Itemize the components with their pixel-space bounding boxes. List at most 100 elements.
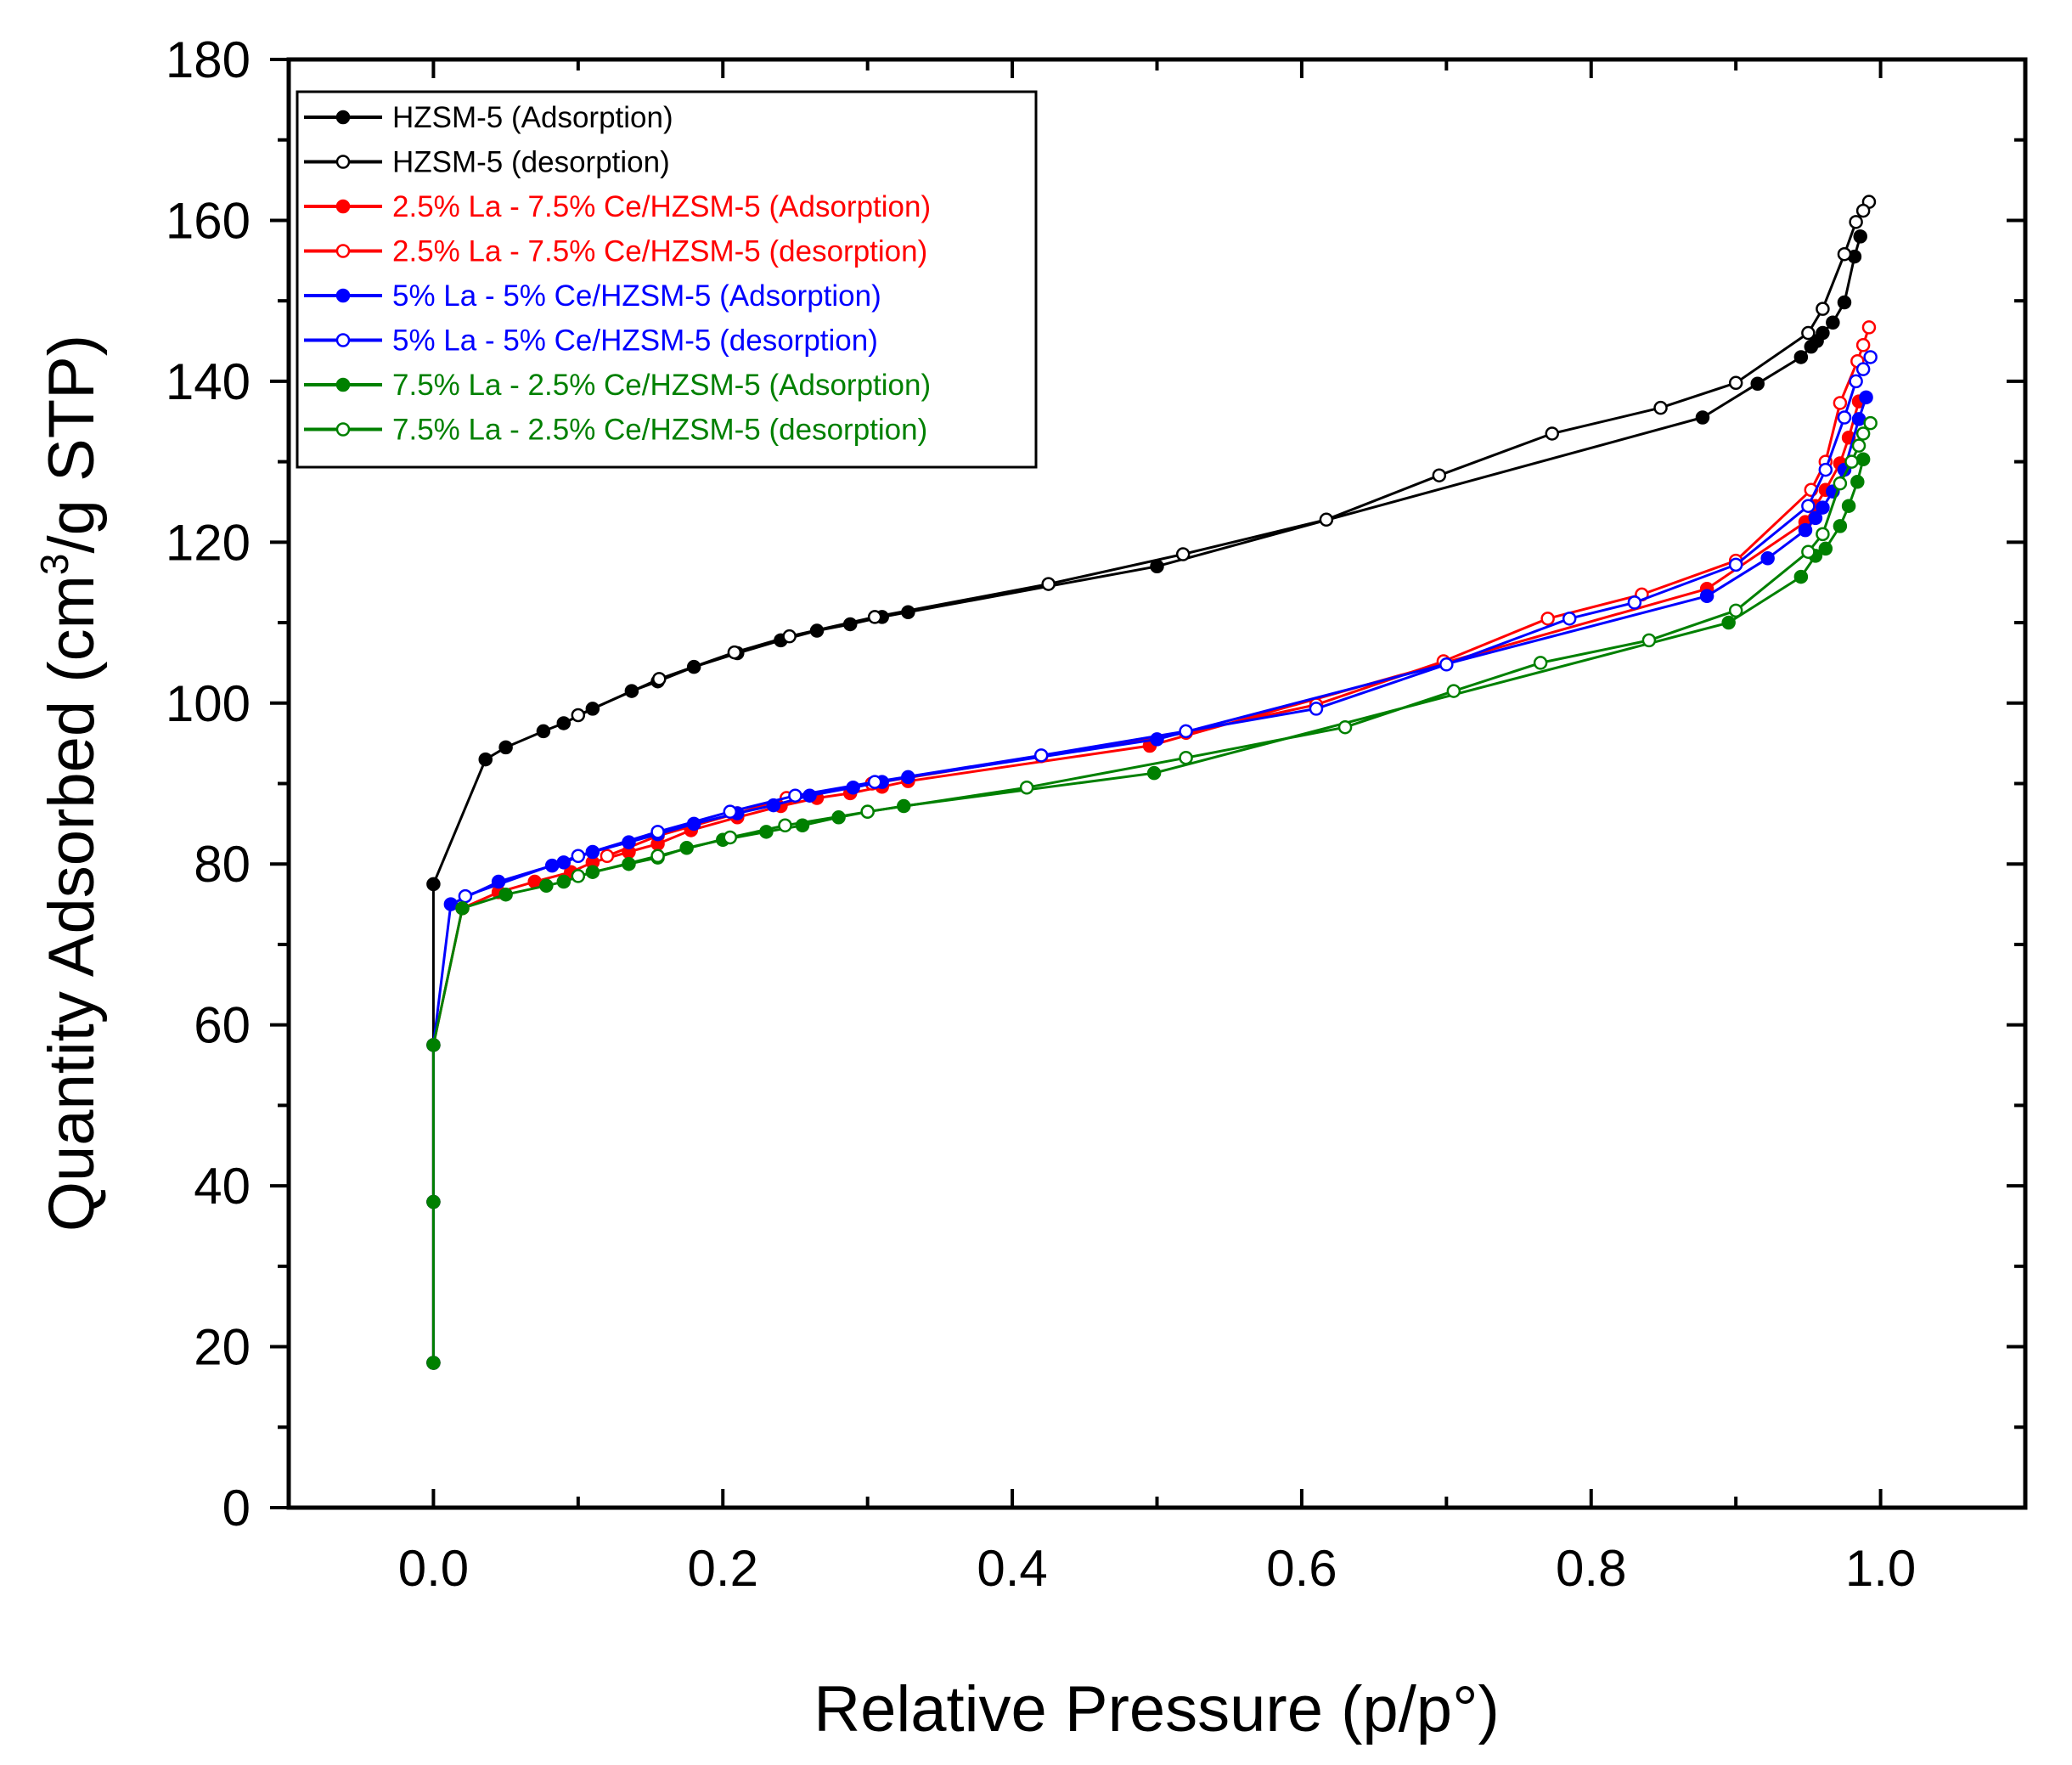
y-tick-label: 60	[194, 997, 251, 1054]
data-point	[778, 818, 792, 833]
data-point	[556, 716, 571, 730]
y-tick-label: 80	[194, 836, 251, 893]
data-point	[1750, 376, 1765, 391]
series-5	[458, 350, 1878, 904]
data-point	[1175, 547, 1191, 561]
data-point	[1337, 719, 1353, 735]
data-point	[1816, 527, 1830, 542]
x-tick-label: 1.0	[1845, 1540, 1916, 1597]
data-point	[1859, 390, 1873, 405]
data-point	[1019, 780, 1034, 795]
legend: HZSM-5 (Adsorption) HZSM-5 (desorption) 2.…	[296, 90, 1038, 469]
legend-label: 5% La - 5% Ce/HZSM-5 (Adsorption)	[392, 279, 881, 313]
data-point	[1808, 510, 1823, 526]
data-point	[1855, 338, 1871, 352]
legend-entry: HZSM-5 (desorption)	[304, 146, 670, 179]
legend-label: HZSM-5 (Adsorption)	[392, 101, 673, 134]
data-point	[1801, 544, 1816, 559]
data-point	[556, 874, 571, 889]
data-point	[571, 869, 586, 883]
data-point	[1653, 400, 1668, 415]
legend-entry: 7.5% La - 2.5% Ce/HZSM-5 (Adsorption)	[304, 369, 931, 402]
data-point	[1793, 350, 1809, 364]
data-point	[727, 645, 742, 660]
data-point	[1849, 215, 1863, 229]
series-2	[426, 394, 1866, 1370]
data-point	[1816, 500, 1830, 515]
data-point	[1728, 375, 1743, 391]
data-point	[1793, 569, 1809, 584]
data-point	[1850, 475, 1865, 489]
series-7	[571, 415, 1878, 883]
data-point	[1837, 410, 1852, 425]
data-point	[1179, 750, 1193, 765]
data-point	[1439, 657, 1454, 672]
data-point	[1855, 452, 1871, 467]
legend-entry: 5% La - 5% Ce/HZSM-5 (Adsorption)	[304, 279, 881, 313]
data-point	[1627, 595, 1642, 610]
legend-label: 7.5% La - 2.5% Ce/HZSM-5 (Adsorption)	[392, 369, 931, 402]
data-point	[1446, 684, 1461, 698]
data-point	[1728, 603, 1743, 618]
data-point	[1695, 410, 1710, 425]
data-point	[860, 804, 875, 819]
data-point	[443, 897, 459, 911]
data-point	[426, 877, 441, 892]
data-point	[1818, 462, 1833, 477]
data-point	[1855, 203, 1871, 218]
data-point	[1851, 438, 1866, 453]
data-point	[867, 610, 882, 624]
y-axis-title-main: Quantity Adsorbed (cm	[36, 575, 108, 1232]
data-point	[426, 1038, 441, 1052]
data-point	[600, 849, 615, 863]
data-point	[478, 752, 493, 767]
data-point	[867, 775, 882, 789]
data-point	[1855, 362, 1871, 376]
legend-marker	[335, 333, 351, 347]
legend-marker	[335, 244, 351, 258]
x-tick-label: 0.2	[688, 1540, 758, 1597]
series-1	[571, 195, 1877, 723]
data-point	[426, 1194, 441, 1210]
legend-label: HZSM-5 (desorption)	[392, 146, 670, 179]
data-point	[1826, 315, 1840, 330]
legend-marker	[335, 422, 351, 437]
data-point	[1721, 615, 1736, 630]
data-point	[458, 888, 473, 904]
data-point	[1818, 541, 1833, 556]
y-tick-label: 0	[222, 1480, 251, 1537]
legend-label: 7.5% La - 2.5% Ce/HZSM-5 (desorption)	[392, 414, 927, 447]
legend-entry: HZSM-5 (Adsorption)	[304, 101, 673, 134]
data-point	[782, 629, 797, 644]
legend-marker	[335, 110, 351, 125]
data-point	[455, 901, 470, 916]
data-point	[723, 804, 738, 819]
data-point	[1041, 577, 1056, 591]
data-point	[1816, 302, 1830, 316]
data-point	[1833, 476, 1848, 491]
data-point	[527, 874, 542, 889]
data-point	[650, 825, 665, 839]
data-point	[1545, 426, 1559, 441]
legend-entry: 7.5% La - 2.5% Ce/HZSM-5 (desorption)	[304, 414, 927, 447]
plot-series	[426, 195, 1878, 1370]
x-tick-label: 0.0	[398, 1540, 469, 1597]
y-tick-label: 40	[194, 1158, 251, 1215]
data-point	[1801, 325, 1816, 341]
data-point	[1833, 396, 1848, 410]
data-point	[1863, 415, 1878, 431]
data-point	[1309, 702, 1324, 716]
data-point	[1533, 656, 1548, 670]
legend-label: 2.5% La - 7.5% Ce/HZSM-5 (Adsorption)	[392, 190, 931, 223]
legend-entry: 5% La - 5% Ce/HZSM-5 (desorption)	[304, 324, 878, 358]
y-tick-label: 180	[166, 31, 251, 88]
data-point	[1146, 765, 1162, 781]
data-point	[1319, 512, 1334, 527]
x-tick-label: 0.8	[1556, 1540, 1626, 1597]
data-point	[652, 672, 667, 686]
series-line	[431, 397, 1867, 1363]
data-point	[426, 1356, 441, 1370]
data-point	[1562, 612, 1577, 626]
